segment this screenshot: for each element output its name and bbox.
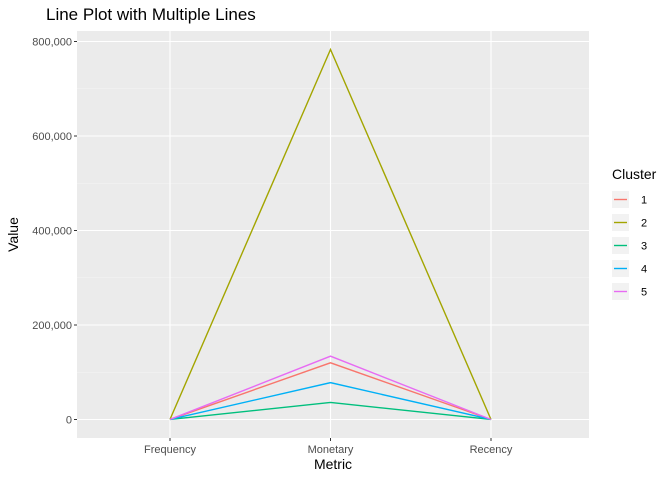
y-axis: 0 200,000 400,000 600,000 800,000 <box>32 37 77 427</box>
y-axis-title: Value <box>5 217 21 252</box>
y-tick-label: 0 <box>66 415 72 427</box>
y-tick-label: 800,000 <box>32 37 72 49</box>
legend-label-cluster-1: 1 <box>641 195 647 207</box>
legend-label-cluster-5: 5 <box>641 287 647 299</box>
grid-lines <box>77 31 589 438</box>
x-tick-label: Recency <box>470 444 513 456</box>
series-lines <box>169 47 492 421</box>
x-tick-label: Frequency <box>144 444 196 456</box>
series-line-cluster-4 <box>169 381 492 421</box>
legend-label-cluster-3: 3 <box>641 241 647 253</box>
y-tick-label: 200,000 <box>32 320 72 332</box>
series-line-cluster-1 <box>169 362 492 421</box>
x-axis: Frequency Monetary Recency <box>144 438 513 456</box>
legend-title: Cluster <box>612 166 657 182</box>
series-line-cluster-2 <box>169 47 492 420</box>
series-line-cluster-5 <box>169 355 492 421</box>
x-tick-label: Monetary <box>308 444 354 456</box>
chart-title: Line Plot with Multiple Lines <box>46 5 256 24</box>
y-tick-label: 600,000 <box>32 131 72 143</box>
legend-label-cluster-4: 4 <box>641 264 647 276</box>
legend-label-cluster-2: 2 <box>641 218 647 230</box>
plot-panel <box>77 31 589 438</box>
legend: Cluster 1 2 3 4 5 <box>612 166 657 300</box>
series-line-cluster-3 <box>169 401 492 421</box>
y-tick-label: 400,000 <box>32 226 72 238</box>
x-axis-title: Metric <box>314 456 352 472</box>
